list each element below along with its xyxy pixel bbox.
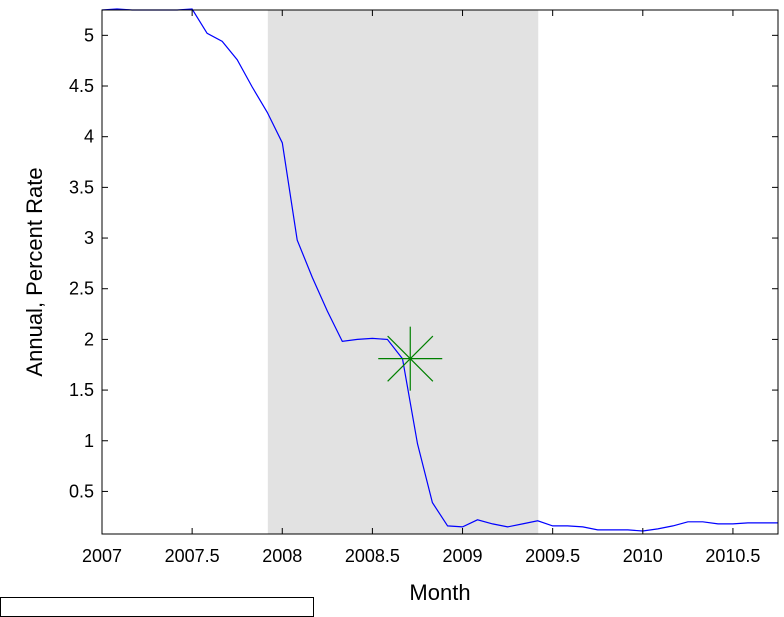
y-tick-label: 3 (84, 228, 94, 248)
x-tick-label: 2010 (623, 546, 663, 566)
y-tick-label: 2.5 (69, 279, 94, 299)
y-tick-label: 4 (84, 127, 94, 147)
x-tick-label: 2008 (262, 546, 302, 566)
y-tick-label: 1.5 (69, 380, 94, 400)
x-tick-label: 2007 (82, 546, 122, 566)
legend-box (0, 597, 314, 617)
y-axis-title: Annual, Percent Rate (22, 167, 47, 376)
series-layer (101, 8, 778, 532)
shaded-region (267, 10, 539, 534)
series-line-0 (101, 8, 778, 532)
y-tick-label: 2 (84, 329, 94, 349)
asterisk-stroke (387, 335, 434, 382)
y-tick-label: 3.5 (69, 177, 94, 197)
x-tick-label: 2009.5 (525, 546, 580, 566)
x-tick-label: 2010.5 (705, 546, 760, 566)
y-tick-label: 1 (84, 431, 94, 451)
y-tick-label: 5 (84, 25, 94, 45)
x-tick-label: 2007.5 (165, 546, 220, 566)
x-tick-label: 2009 (443, 546, 483, 566)
x-axis-title: Month (409, 580, 470, 605)
asterisk-marker (378, 326, 443, 391)
y-axis: 0.5 1 1.5 2 2.5 3 3.5 4 4.5 5 (69, 25, 778, 501)
x-axis: 2007 2007.5 2008 2008.5 2009 2009.5 2010 2010.5 (82, 10, 760, 566)
y-tick-label: 4.5 (69, 76, 94, 96)
plot-frame (101, 9, 779, 535)
x-tick-label: 2008.5 (345, 546, 400, 566)
y-tick-label: 0.5 (69, 481, 94, 501)
